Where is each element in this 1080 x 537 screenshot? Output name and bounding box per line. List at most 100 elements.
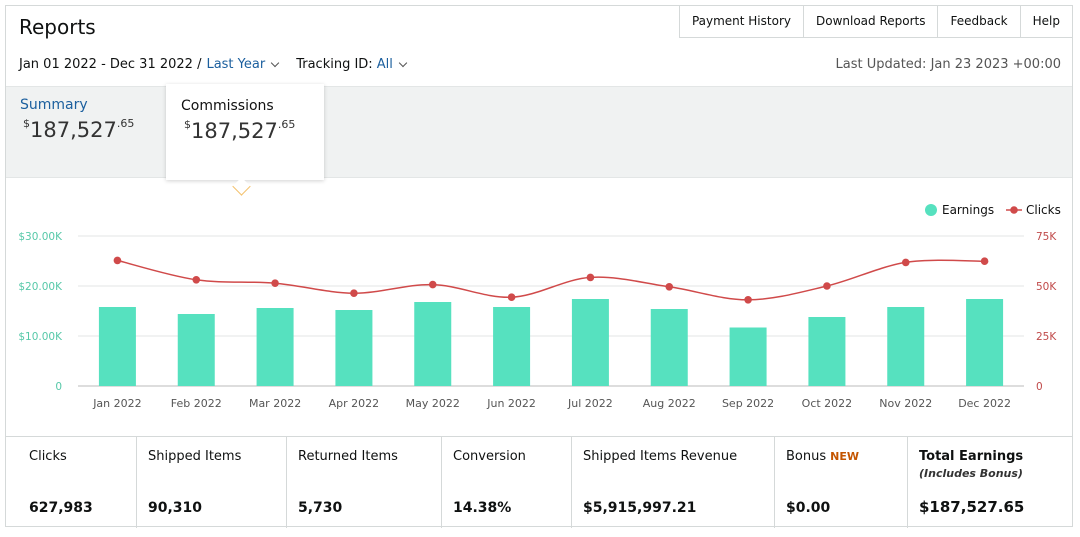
stat-value: 14.38%	[453, 500, 512, 516]
stat-shipped-revenue: Shipped Items Revenue $5,915,997.21	[571, 437, 774, 528]
clicks-point-aug-2022	[665, 283, 674, 291]
currency-symbol: $	[23, 117, 30, 130]
earnings-clicks-chart: 0 $10.00K $20.00K $30.00K 0 25K 50K 75K Jan 2022…	[18, 203, 1061, 410]
clicks-point-sep-2022	[744, 296, 752, 304]
tracking-id-dropdown[interactable]: All	[376, 57, 408, 72]
bonus-label: Bonus	[786, 449, 827, 464]
legend-clicks-swatch	[1010, 206, 1018, 214]
stat-value: 5,730	[298, 500, 343, 516]
x-tick-label: Jan 2022	[92, 397, 141, 410]
y-tick-label-right: 25K	[1036, 331, 1057, 343]
clicks-point-jul-2022	[586, 273, 595, 282]
summary-tab[interactable]: Summary $187,527.65	[20, 97, 134, 142]
x-tick-label: Feb 2022	[171, 397, 222, 410]
summary-amount: $187,527.65	[23, 117, 135, 142]
help-button[interactable]: Help	[1019, 6, 1072, 37]
tracking-id-value: All	[376, 57, 393, 72]
y-tick-label-right: 50K	[1036, 281, 1057, 293]
stat-label: Bonus NEW	[786, 449, 907, 464]
y-tick-label-right: 75K	[1036, 231, 1057, 243]
stat-label: Clicks	[29, 449, 67, 464]
x-tick-label: May 2022	[406, 397, 460, 410]
period-dropdown-label: Last Year	[206, 57, 266, 72]
stat-clicks: Clicks 627,983	[6, 437, 136, 528]
commissions-amount: $187,527.65	[184, 118, 295, 143]
stats-bar: Clicks 627,983 Shipped Items 90,310 Retu…	[6, 436, 1072, 528]
bar-earnings-dec-2022	[966, 299, 1004, 386]
x-tick-label: Dec 2022	[958, 397, 1011, 410]
x-tick-label: Jun 2022	[486, 397, 536, 410]
filter-bar: Jan 01 2022 - Dec 31 2022 / Last Year Tr…	[19, 57, 408, 72]
stat-label: Shipped Items	[148, 449, 242, 464]
stat-total-earnings: Total Earnings (Includes Bonus) $187,527…	[907, 437, 1072, 528]
clicks-point-nov-2022	[901, 258, 910, 267]
y-tick-label-left: $20.00K	[18, 281, 63, 293]
clicks-point-dec-2022	[980, 257, 989, 265]
stat-value: $187,527.65	[919, 498, 1025, 516]
payment-history-button[interactable]: Payment History	[691, 14, 791, 28]
x-tick-label: Aug 2022	[643, 397, 696, 410]
tracking-id-label: Tracking ID:	[296, 57, 373, 72]
new-badge: NEW	[830, 450, 859, 463]
feedback-button[interactable]: Feedback	[937, 6, 1019, 37]
x-tick-label: Oct 2022	[802, 397, 853, 410]
chevron-down-icon	[270, 58, 280, 68]
clicks-point-oct-2022	[823, 282, 831, 290]
commissions-tab-label: Commissions	[181, 98, 274, 114]
top-nav: Payment History Download Reports Feedbac…	[678, 5, 1073, 38]
amount-main: 187,527	[30, 118, 117, 142]
stat-value: 90,310	[148, 500, 203, 516]
amount-cents: .65	[116, 117, 135, 130]
clicks-line	[117, 259, 985, 301]
x-tick-label: Sep 2022	[722, 397, 774, 410]
y-tick-label-left: 0	[55, 381, 62, 393]
bar-earnings-jul-2022	[571, 299, 609, 386]
date-range-text: Jan 01 2022 - Dec 31 2022 /	[19, 57, 202, 72]
stat-bonus: Bonus NEW $0.00	[774, 437, 907, 528]
legend-earnings-label: Earnings	[942, 203, 994, 217]
bar-earnings-apr-2022	[335, 310, 373, 386]
download-reports-button[interactable]: Download Reports	[802, 6, 938, 37]
commissions-tab[interactable]: Commissions $187,527.65	[166, 84, 324, 180]
clicks-point-apr-2022	[350, 289, 358, 297]
stat-label: Total Earnings	[919, 449, 1024, 464]
clicks-point-feb-2022	[192, 276, 201, 284]
stat-sublabel: (Includes Bonus)	[919, 467, 1023, 480]
y-tick-label-left: $10.00K	[18, 331, 63, 343]
bar-earnings-oct-2022	[808, 317, 846, 386]
legend-clicks-label: Clicks	[1026, 203, 1061, 217]
x-tick-label: Nov 2022	[879, 397, 932, 410]
stat-value: $0.00	[786, 500, 831, 516]
stat-returned-items: Returned Items 5,730	[286, 437, 441, 528]
chevron-down-icon	[398, 58, 408, 68]
stat-label: Conversion	[453, 449, 526, 464]
stat-label: Shipped Items Revenue	[583, 449, 738, 464]
stat-conversion: Conversion 14.38%	[441, 437, 571, 528]
stat-label: Returned Items	[298, 449, 398, 464]
bar-earnings-jun-2022	[493, 307, 531, 386]
bar-earnings-sep-2022	[729, 327, 767, 386]
bar-earnings-jan-2022	[98, 307, 136, 386]
bar-earnings-aug-2022	[650, 309, 688, 386]
bar-earnings-mar-2022	[256, 308, 294, 386]
clicks-point-jun-2022	[507, 293, 516, 301]
clicks-point-mar-2022	[271, 279, 279, 287]
amount-main: 187,527	[191, 119, 278, 143]
period-dropdown[interactable]: Last Year	[206, 57, 280, 72]
last-updated: Last Updated: Jan 23 2023 +00:00	[835, 57, 1061, 72]
x-tick-label: Jul 2022	[567, 397, 613, 410]
bar-earnings-nov-2022	[887, 307, 925, 386]
clicks-point-jan-2022	[113, 256, 122, 265]
clicks-point-may-2022	[428, 280, 437, 289]
summary-tab-label: Summary	[20, 97, 88, 113]
legend-earnings-swatch	[925, 204, 937, 216]
currency-symbol: $	[184, 118, 191, 131]
stat-value: 627,983	[29, 500, 93, 516]
x-tick-label: Apr 2022	[329, 397, 380, 410]
x-tick-label: Mar 2022	[249, 397, 301, 410]
page-title: Reports	[19, 15, 96, 39]
stat-value: $5,915,997.21	[583, 500, 697, 516]
bar-earnings-feb-2022	[177, 314, 215, 386]
reports-panel: Reports Payment History Download Reports…	[5, 5, 1073, 528]
bar-earnings-may-2022	[414, 302, 452, 386]
